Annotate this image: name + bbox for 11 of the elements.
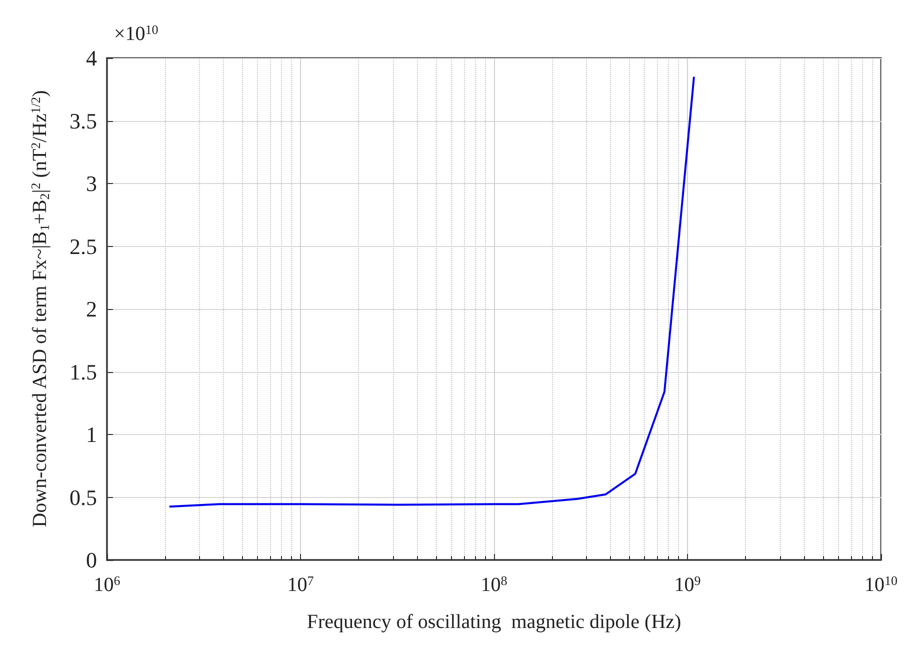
y-tick-label: 4	[86, 46, 97, 70]
x-axis-title: Frequency of oscillating magnetic dipole (Hz)	[306, 611, 682, 633]
y-tick-label: 0.5	[70, 484, 97, 510]
y-tick-label: 2	[86, 296, 97, 322]
y-tick-label: 3.5	[70, 108, 97, 134]
y-tick-label: 1.5	[70, 359, 97, 384]
text: Down-converted ASD of term Fx~|B1+B2|2 (nT2/Hz1/2)	[28, 90, 52, 528]
y-tick-label: 3	[86, 171, 97, 196]
y-tick-label: 2.5	[70, 234, 97, 259]
y-tick-label: 1	[86, 422, 97, 447]
y-tick-label: 0	[86, 548, 97, 572]
